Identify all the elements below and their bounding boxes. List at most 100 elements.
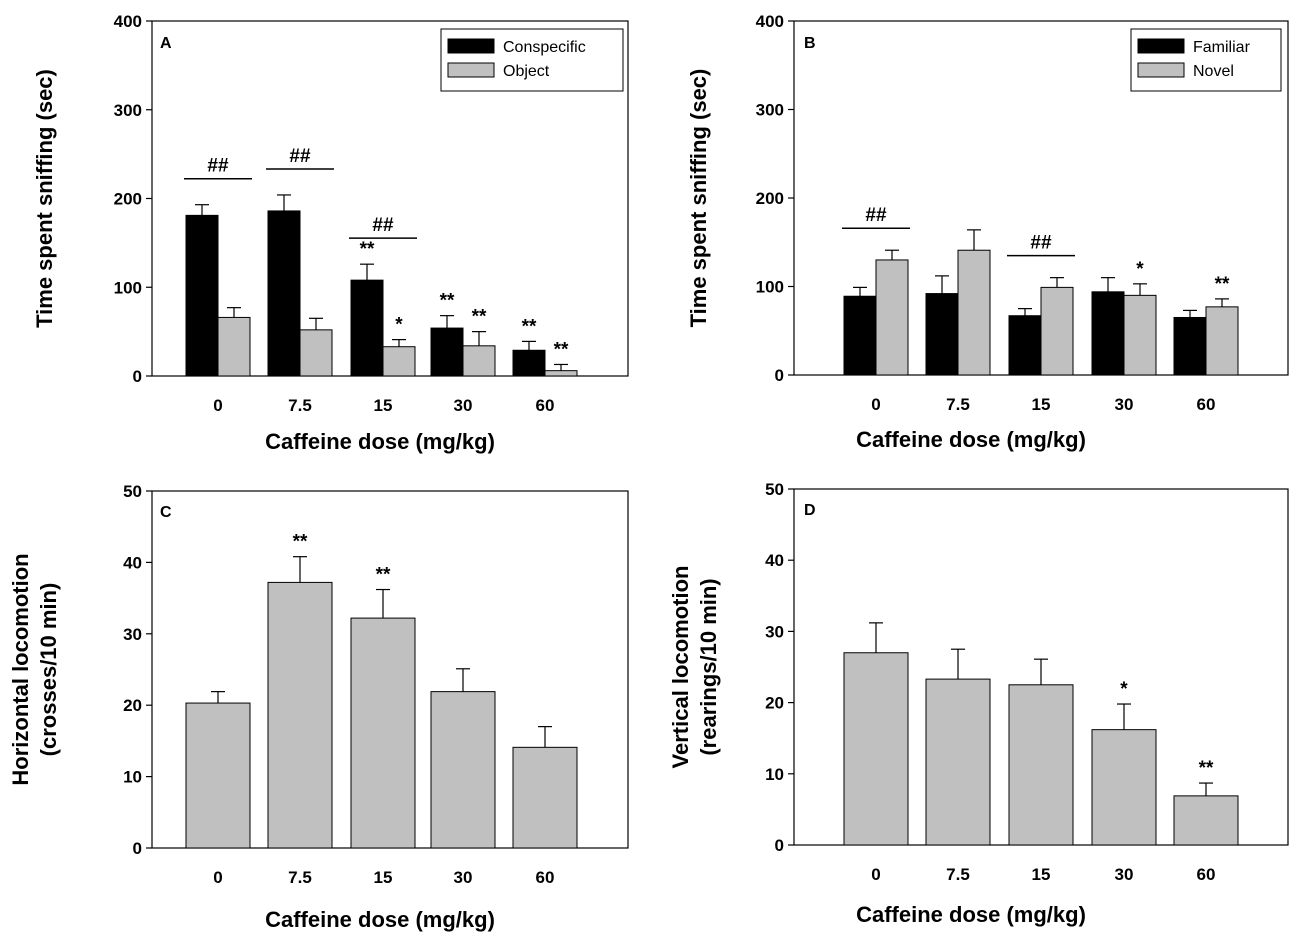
legend-label: Novel (1193, 63, 1234, 80)
y-axis-title-line: (crosses/10 min) (36, 583, 61, 757)
bar (1008, 684, 1074, 846)
x-tick-label: 60 (536, 396, 555, 415)
bar (350, 279, 384, 377)
y-axis-title: Time spent sniffing (sec) (686, 69, 711, 328)
bar (299, 329, 333, 377)
significance-marker: ** (376, 565, 391, 586)
x-tick-label: 60 (1197, 395, 1216, 414)
bar (1040, 286, 1074, 376)
x-axis-title: Caffeine dose (mg/kg) (265, 429, 495, 454)
significance-marker: * (395, 315, 403, 336)
x-axis-title: Caffeine dose (mg/kg) (856, 427, 1086, 452)
bar (843, 652, 909, 846)
bar (1205, 306, 1239, 376)
y-tick-label: 10 (765, 765, 784, 784)
bar (185, 214, 219, 377)
x-tick-label: 0 (871, 395, 880, 414)
legend-swatch (1137, 38, 1185, 54)
bar (544, 370, 578, 377)
significance-marker: ** (440, 291, 455, 312)
legend: Familiar Novel (1130, 28, 1282, 92)
bar (350, 617, 416, 849)
bar (217, 316, 251, 377)
significance-marker: ** (1199, 758, 1214, 779)
x-axis-title: Caffeine dose (mg/kg) (265, 907, 495, 932)
legend-swatch (447, 62, 495, 78)
x-tick-label: 0 (213, 396, 222, 415)
x-tick-label: 30 (454, 396, 473, 415)
y-tick-label: 0 (133, 839, 142, 858)
legend-label: Object (503, 63, 550, 80)
y-tick-label: 40 (123, 553, 142, 572)
y-tick-label: 300 (114, 101, 142, 120)
x-tick-label: 15 (374, 396, 393, 415)
bar (925, 293, 959, 376)
significance-marker: ** (360, 239, 375, 260)
significance-marker: ** (522, 316, 537, 337)
x-tick-label: 7.5 (288, 868, 312, 887)
legend-swatch (1137, 62, 1185, 78)
y-tick-label: 20 (123, 696, 142, 715)
bar (512, 746, 578, 849)
significance-marker: ** (293, 532, 308, 553)
bar (430, 691, 496, 849)
bracket-label: ## (1030, 233, 1052, 254)
x-tick-label: 15 (1032, 865, 1051, 884)
y-tick-label: 0 (775, 366, 784, 385)
y-tick-label: 0 (775, 836, 784, 855)
x-tick-label: 7.5 (946, 395, 970, 414)
x-tick-label: 30 (454, 868, 473, 887)
y-tick-label: 0 (133, 367, 142, 386)
x-axis-title: Caffeine dose (mg/kg) (856, 902, 1086, 927)
y-axis-title-line: Horizontal locomotion (8, 553, 33, 785)
x-tick-label: 7.5 (946, 865, 970, 884)
legend-label: Conspecific (503, 39, 586, 56)
y-tick-label: 200 (114, 190, 142, 209)
bar (1173, 316, 1207, 376)
bar (1123, 294, 1157, 376)
bar (267, 210, 301, 377)
x-tick-label: 60 (1197, 865, 1216, 884)
significance-marker: ** (472, 307, 487, 328)
significance-marker: ** (554, 339, 569, 360)
y-tick-label: 10 (123, 768, 142, 787)
bar (267, 581, 333, 849)
chart-panel-c: 0 10 20 30 40 50 0 7.5 15 30 60 ** ** C Caffeine dose … (8, 482, 629, 932)
bracket-label: ## (207, 156, 229, 177)
bar (185, 702, 251, 849)
y-axis-title-line: (rearings/10 min) (696, 578, 721, 755)
y-axis-title-line: Vertical locomotion (668, 566, 693, 769)
x-tick-label: 15 (1032, 395, 1051, 414)
bar (430, 327, 464, 377)
y-tick-label: 50 (765, 480, 784, 499)
y-tick-label: 40 (765, 551, 784, 570)
bar (512, 349, 546, 377)
x-tick-label: 30 (1115, 865, 1134, 884)
significance-marker: * (1136, 259, 1144, 280)
x-tick-label: 0 (871, 865, 880, 884)
y-tick-label: 400 (114, 12, 142, 31)
bar (1173, 795, 1239, 846)
bar (1091, 729, 1157, 846)
y-tick-label: 400 (756, 12, 784, 31)
y-axis-title: Horizontal locomotion (crosses/10 min) (8, 553, 61, 785)
x-tick-label: 60 (536, 868, 555, 887)
bar (382, 346, 416, 377)
y-axis-title: Time spent sniffing (sec) (32, 69, 57, 328)
bar (1008, 315, 1042, 376)
x-tick-label: 0 (213, 868, 222, 887)
legend-label: Familiar (1193, 39, 1251, 56)
panel-letter: C (160, 504, 172, 521)
bar (462, 345, 496, 377)
y-tick-label: 200 (756, 189, 784, 208)
bar (925, 678, 991, 846)
x-tick-label: 30 (1115, 395, 1134, 414)
y-tick-label: 300 (756, 101, 784, 120)
y-tick-label: 50 (123, 482, 142, 501)
y-tick-label: 30 (765, 622, 784, 641)
bar (957, 249, 991, 376)
bar (1091, 291, 1125, 376)
